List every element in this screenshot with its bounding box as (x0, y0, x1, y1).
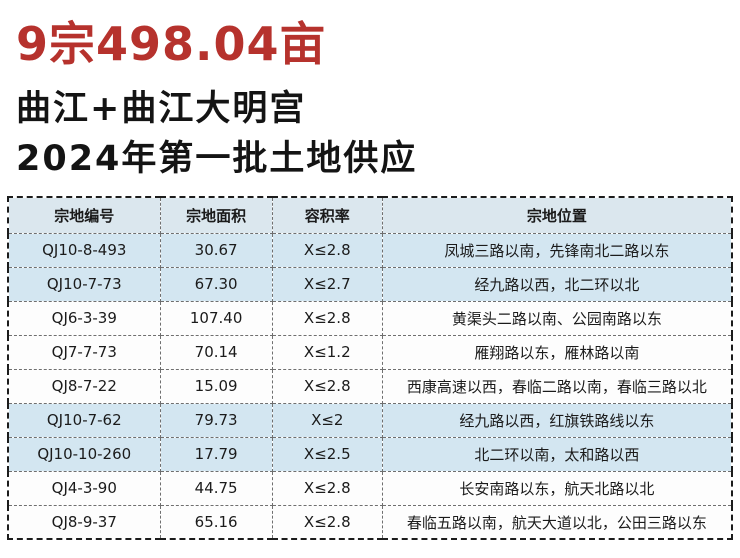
table-row: QJ10-8-493 30.67 X≤2.8 凤城三路以南，先锋南北二路以东 (7, 232, 733, 268)
table-row: QJ8-7-22 15.09 X≤2.8 西康高速以西，春临二路以南，春临三路以北 (7, 368, 733, 404)
table-row: QJ7-7-73 70.14 X≤1.2 雁翔路以东，雁林路以南 (7, 334, 733, 370)
subtitle-line-district: 曲江+曲江大明宫 (16, 89, 307, 130)
cell-plot-ratio: X≤2.8 (271, 470, 383, 506)
table-header-row: 宗地编号 宗地面积 容积率 宗地位置 (7, 196, 733, 234)
cell-parcel-id: QJ8-7-22 (7, 368, 161, 404)
cell-parcel-area: 30.67 (159, 232, 273, 268)
cell-parcel-area: 17.79 (159, 436, 273, 472)
table-row: QJ8-9-37 65.16 X≤2.8 春临五路以南，航天大道以北，公田三路以东 (7, 504, 733, 540)
cell-plot-ratio: X≤2.8 (271, 232, 383, 268)
cell-parcel-area: 107.40 (159, 300, 273, 336)
cell-parcel-area: 15.09 (159, 368, 273, 404)
cell-parcel-id: QJ4-3-90 (7, 470, 161, 506)
cell-parcel-location: 长安南路以东，航天北路以北 (381, 470, 733, 506)
land-supply-table-wrap: 宗地编号 宗地面积 容积率 宗地位置 QJ10-8-493 30.67 X≤2.8 凤… (7, 196, 733, 541)
cell-plot-ratio: X≤2.8 (271, 300, 383, 336)
table-row: QJ10-10-260 17.79 X≤2.5 北二环以南，太和路以西 (7, 436, 733, 472)
cell-parcel-location: 经九路以西，红旗铁路线以东 (381, 402, 733, 438)
cell-parcel-id: QJ10-7-62 (7, 402, 161, 438)
cell-parcel-location: 经九路以西，北二环以北 (381, 266, 733, 302)
table-row: QJ10-7-62 79.73 X≤2 经九路以西，红旗铁路线以东 (7, 402, 733, 438)
column-header-parcel-location: 宗地位置 (381, 196, 733, 234)
column-header-parcel-id: 宗地编号 (7, 196, 161, 234)
cell-parcel-id: QJ6-3-39 (7, 300, 161, 336)
page-title: 9宗498.04亩 (16, 17, 327, 71)
cell-parcel-area: 44.75 (159, 470, 273, 506)
cell-parcel-location: 西康高速以西，春临二路以南，春临三路以北 (381, 368, 733, 404)
page-header: 9宗498.04亩 曲江+曲江大明宫 2024年第一批土地供应 (0, 0, 740, 184)
cell-parcel-area: 70.14 (159, 334, 273, 370)
cell-parcel-location: 雁翔路以东，雁林路以南 (381, 334, 733, 370)
table-row: QJ6-3-39 107.40 X≤2.8 黄渠头二路以南、公园南路以东 (7, 300, 733, 336)
table-row: QJ4-3-90 44.75 X≤2.8 长安南路以东，航天北路以北 (7, 470, 733, 506)
cell-parcel-location: 春临五路以南，航天大道以北，公田三路以东 (381, 504, 733, 540)
cell-parcel-id: QJ10-10-260 (7, 436, 161, 472)
cell-plot-ratio: X≤1.2 (271, 334, 383, 370)
cell-parcel-area: 67.30 (159, 266, 273, 302)
cell-parcel-id: QJ7-7-73 (7, 334, 161, 370)
page-subtitle: 曲江+曲江大明宫 2024年第一批土地供应 (16, 84, 724, 184)
land-supply-table: 宗地编号 宗地面积 容积率 宗地位置 QJ10-8-493 30.67 X≤2.8 凤… (7, 196, 733, 541)
column-header-plot-ratio: 容积率 (271, 196, 383, 234)
cell-plot-ratio: X≤2.5 (271, 436, 383, 472)
cell-parcel-id: QJ10-8-493 (7, 232, 161, 268)
cell-plot-ratio: X≤2 (271, 402, 383, 438)
table-row: QJ10-7-73 67.30 X≤2.7 经九路以西，北二环以北 (7, 266, 733, 302)
cell-parcel-location: 凤城三路以南，先锋南北二路以东 (381, 232, 733, 268)
cell-plot-ratio: X≤2.8 (271, 368, 383, 404)
cell-plot-ratio: X≤2.7 (271, 266, 383, 302)
cell-parcel-location: 黄渠头二路以南、公园南路以东 (381, 300, 733, 336)
subtitle-line-batch: 2024年第一批土地供应 (16, 139, 418, 180)
column-header-parcel-area: 宗地面积 (159, 196, 273, 234)
cell-parcel-id: QJ8-9-37 (7, 504, 161, 540)
cell-parcel-id: QJ10-7-73 (7, 266, 161, 302)
cell-parcel-area: 79.73 (159, 402, 273, 438)
cell-parcel-area: 65.16 (159, 504, 273, 540)
cell-parcel-location: 北二环以南，太和路以西 (381, 436, 733, 472)
cell-plot-ratio: X≤2.8 (271, 504, 383, 540)
